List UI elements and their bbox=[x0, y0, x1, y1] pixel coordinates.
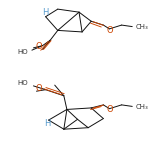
Text: O: O bbox=[107, 105, 114, 114]
Text: CH₃: CH₃ bbox=[136, 24, 149, 30]
Text: HO: HO bbox=[17, 80, 28, 86]
Text: HO: HO bbox=[17, 49, 28, 55]
Text: O: O bbox=[36, 84, 43, 93]
Text: H: H bbox=[44, 119, 50, 128]
Text: O: O bbox=[35, 42, 42, 51]
Text: CH₃: CH₃ bbox=[136, 104, 149, 110]
Text: O: O bbox=[107, 26, 114, 35]
Text: H: H bbox=[42, 8, 49, 17]
